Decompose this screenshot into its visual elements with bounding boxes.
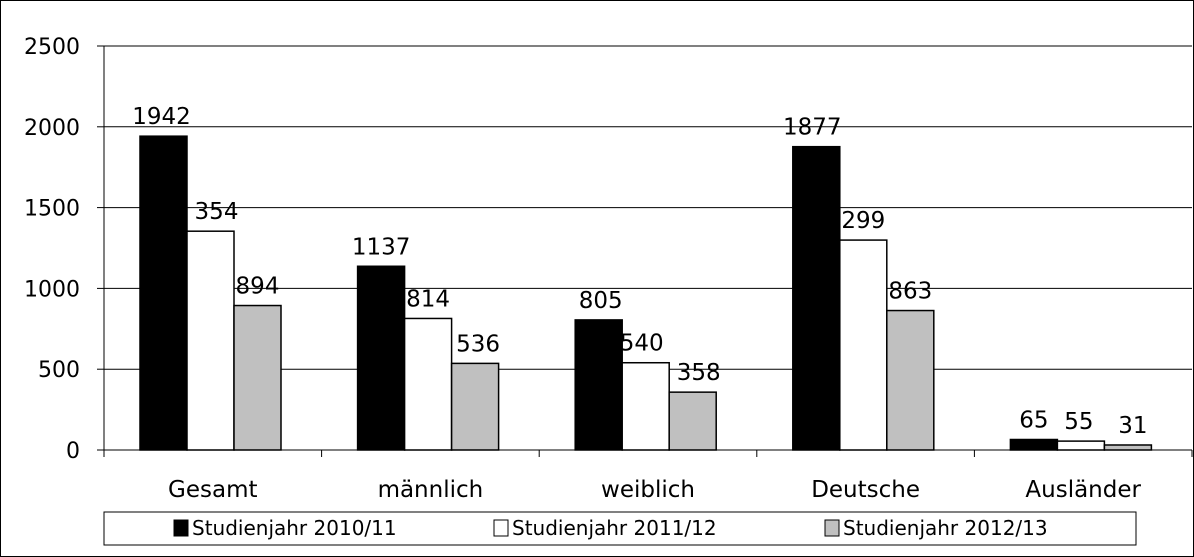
legend-swatch-2010-11 — [173, 519, 189, 537]
legend-label-2010-11: Studienjahr 2010/11 — [192, 516, 397, 540]
category-label-gesamt: Gesamt — [168, 477, 257, 503]
bar-ausländer-studienjahr-2012-13 — [1103, 444, 1153, 451]
data-label-deutsche-studienjahr-2012-13: 863 — [888, 279, 932, 305]
y-tick-label: 500 — [38, 358, 80, 383]
data-label-weiblich-studienjahr-2010-11: 805 — [579, 288, 623, 314]
data-label-weiblich-studienjahr-2012-13: 358 — [677, 360, 721, 386]
bar-ausländer-studienjahr-2010-11 — [1009, 438, 1059, 451]
bar-weiblich-studienjahr-2011-12 — [621, 361, 670, 451]
axes — [97, 45, 1193, 457]
bar-männlich-studienjahr-2012-13 — [450, 362, 500, 451]
data-label-deutsche-studienjahr-2011-12: 299 — [841, 208, 885, 234]
data-label-gesamt-studienjahr-2010-11: 1942 — [132, 104, 191, 130]
data-label-männlich-studienjahr-2012-13: 536 — [456, 331, 500, 357]
legend-box — [103, 511, 1137, 546]
bar-deutsche-studienjahr-2010-11 — [792, 145, 841, 451]
bar-weiblich-studienjahr-2012-13 — [668, 391, 717, 451]
bar-deutsche-studienjahr-2012-13 — [886, 309, 935, 451]
y-tick-label: 0 — [66, 439, 80, 464]
bar-weiblich-studienjahr-2010-11 — [574, 319, 623, 451]
bar-ausländer-studienjahr-2011-12 — [1056, 440, 1106, 451]
legend-swatch-2011-12 — [493, 519, 509, 537]
bars — [139, 135, 1153, 451]
y-tick-label: 2500 — [24, 35, 80, 60]
legend-label-2012-13: Studienjahr 2012/13 — [843, 516, 1048, 540]
data-label-gesamt-studienjahr-2012-13: 894 — [236, 274, 280, 300]
y-tick-label: 2000 — [24, 116, 80, 141]
bar-männlich-studienjahr-2011-12 — [403, 317, 453, 451]
legend-swatch-2012-13 — [824, 519, 840, 537]
y-tick-label: 1500 — [24, 197, 80, 222]
category-label-weiblich: weiblich — [601, 477, 695, 503]
bar-männlich-studienjahr-2010-11 — [356, 265, 406, 451]
data-label-männlich-studienjahr-2010-11: 1137 — [352, 234, 411, 260]
bar-gesamt-studienjahr-2010-11 — [139, 135, 188, 451]
data-label-ausländer-studienjahr-2012-13: 31 — [1118, 413, 1147, 439]
category-label-deutsche: Deutsche — [811, 477, 920, 503]
data-label-ausländer-studienjahr-2010-11: 65 — [1019, 407, 1048, 433]
category-label-ausländer: Ausländer — [1025, 477, 1141, 503]
legend: Studienjahr 2010/11 Studienjahr 2011/12 … — [103, 511, 1137, 546]
category-label-männlich: männlich — [378, 477, 484, 503]
bar-deutsche-studienjahr-2011-12 — [839, 239, 888, 451]
data-label-männlich-studienjahr-2011-12: 814 — [406, 286, 450, 312]
y-tick-labels: 0 500 1000 1500 2000 2500 — [24, 35, 80, 464]
bar-gesamt-studienjahr-2012-13 — [233, 304, 282, 451]
bar-gesamt-studienjahr-2011-12 — [186, 230, 235, 451]
legend-label-2011-12: Studienjahr 2011/12 — [512, 516, 717, 540]
data-label-deutsche-studienjahr-2010-11: 1877 — [783, 115, 842, 141]
data-label-ausländer-studienjahr-2011-12: 55 — [1064, 409, 1093, 435]
y-tick-label: 1000 — [24, 277, 80, 302]
data-label-gesamt-studienjahr-2011-12: 354 — [195, 199, 239, 225]
category-labels: Gesamt männlich weiblich Deutsche Ausländer — [168, 477, 1141, 503]
data-label-weiblich-studienjahr-2011-12: 540 — [620, 331, 664, 357]
grid-lines — [104, 45, 1192, 370]
